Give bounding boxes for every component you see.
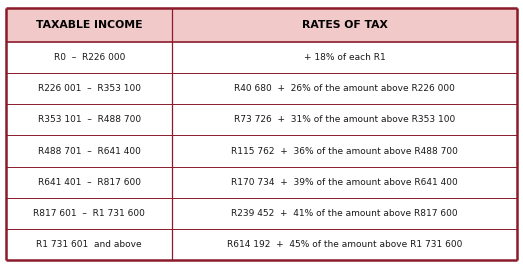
Text: R40 680  +  26% of the amount above R226 000: R40 680 + 26% of the amount above R226 0… bbox=[234, 84, 455, 93]
Text: R353 101  –  R488 700: R353 101 – R488 700 bbox=[38, 116, 141, 124]
Text: + 18% of each R1: + 18% of each R1 bbox=[303, 53, 385, 62]
Text: R641 401  –  R817 600: R641 401 – R817 600 bbox=[38, 178, 141, 187]
Text: R226 001  –  R353 100: R226 001 – R353 100 bbox=[38, 84, 141, 93]
Text: R614 192  +  45% of the amount above R1 731 600: R614 192 + 45% of the amount above R1 73… bbox=[227, 240, 462, 249]
Bar bbox=[6, 198, 517, 229]
Text: R73 726  +  31% of the amount above R353 100: R73 726 + 31% of the amount above R353 1… bbox=[234, 116, 455, 124]
Text: TAXABLE INCOME: TAXABLE INCOME bbox=[36, 20, 142, 30]
Bar bbox=[6, 104, 517, 135]
Bar bbox=[6, 42, 517, 73]
Text: R1 731 601  and above: R1 731 601 and above bbox=[37, 240, 142, 249]
Text: R488 701  –  R641 400: R488 701 – R641 400 bbox=[38, 147, 141, 155]
Text: RATES OF TAX: RATES OF TAX bbox=[302, 20, 388, 30]
Text: R170 734  +  39% of the amount above R641 400: R170 734 + 39% of the amount above R641 … bbox=[231, 178, 458, 187]
Text: R115 762  +  36% of the amount above R488 700: R115 762 + 36% of the amount above R488 … bbox=[231, 147, 458, 155]
Text: R0  –  R226 000: R0 – R226 000 bbox=[53, 53, 125, 62]
Bar bbox=[6, 167, 517, 198]
Bar bbox=[6, 135, 517, 167]
Text: R817 601  –  R1 731 600: R817 601 – R1 731 600 bbox=[33, 209, 145, 218]
Bar bbox=[6, 229, 517, 260]
Text: R239 452  +  41% of the amount above R817 600: R239 452 + 41% of the amount above R817 … bbox=[231, 209, 458, 218]
Bar bbox=[6, 73, 517, 104]
Bar bbox=[6, 8, 517, 42]
